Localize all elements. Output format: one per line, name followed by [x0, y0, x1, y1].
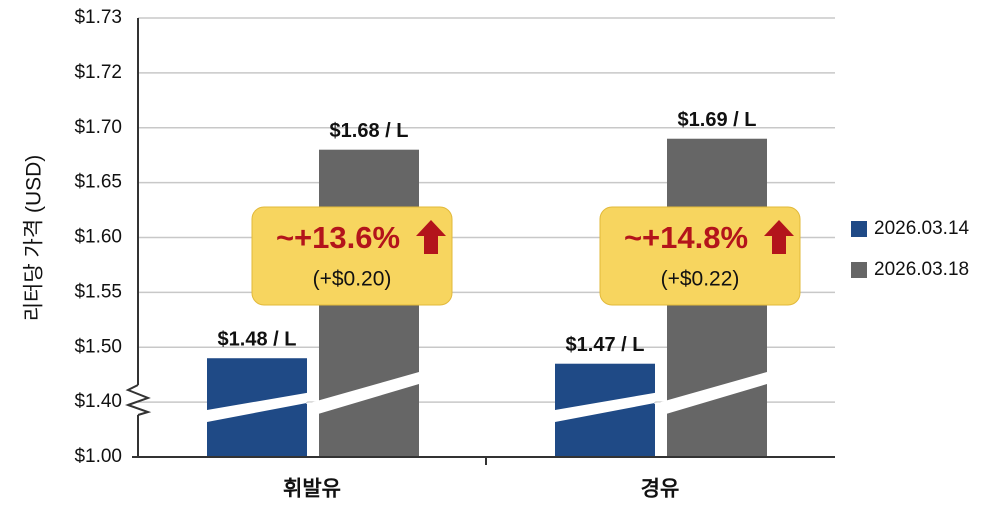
value-label: $1.68 / L	[330, 120, 409, 142]
annotation-box	[599, 206, 801, 306]
y-axis-title: 리터당 가격 (USD)	[23, 155, 46, 322]
legend-label: 2026.03.18	[874, 259, 969, 280]
y-tick-label: $1.73	[74, 7, 122, 28]
legend-label: 2026.03.14	[874, 218, 970, 239]
axis-break	[124, 384, 152, 416]
y-tick-label: $1.60	[74, 227, 122, 248]
y-tick-label: $1.40	[74, 391, 122, 412]
up-arrow	[764, 220, 794, 254]
value-label: $1.47 / L	[566, 334, 645, 356]
value-label: $1.48 / L	[218, 329, 297, 351]
bar-break	[555, 372, 767, 422]
annotation-box	[251, 206, 453, 306]
up-arrow	[416, 220, 446, 254]
annotation-detail: (+$0.22)	[661, 268, 740, 291]
y-tick-label: $1.72	[74, 62, 122, 83]
value-label: $1.69 / L	[678, 109, 757, 131]
y-tick-label: $1.55	[74, 281, 122, 302]
legend-swatch	[851, 221, 867, 237]
annotation-text: ~+13.6%	[276, 220, 400, 255]
x-tick-label: 휘발유	[283, 478, 341, 501]
y-tick-label: $1.50	[74, 336, 122, 357]
legend-swatch	[851, 262, 867, 278]
y-tick-label: $1.00	[74, 446, 122, 467]
y-tick-label: $1.65	[74, 172, 122, 193]
y-tick-label: $1.70	[74, 117, 122, 138]
annotation-text: ~+14.8%	[624, 220, 748, 255]
bar-break	[207, 372, 419, 422]
x-tick-label: 경유	[641, 478, 680, 501]
overlay: $1.48 / L $1.68 / L ~+13.6% (+$0.20) $1.47 /…	[207, 109, 801, 422]
annotation-detail: (+$0.20)	[313, 268, 392, 291]
